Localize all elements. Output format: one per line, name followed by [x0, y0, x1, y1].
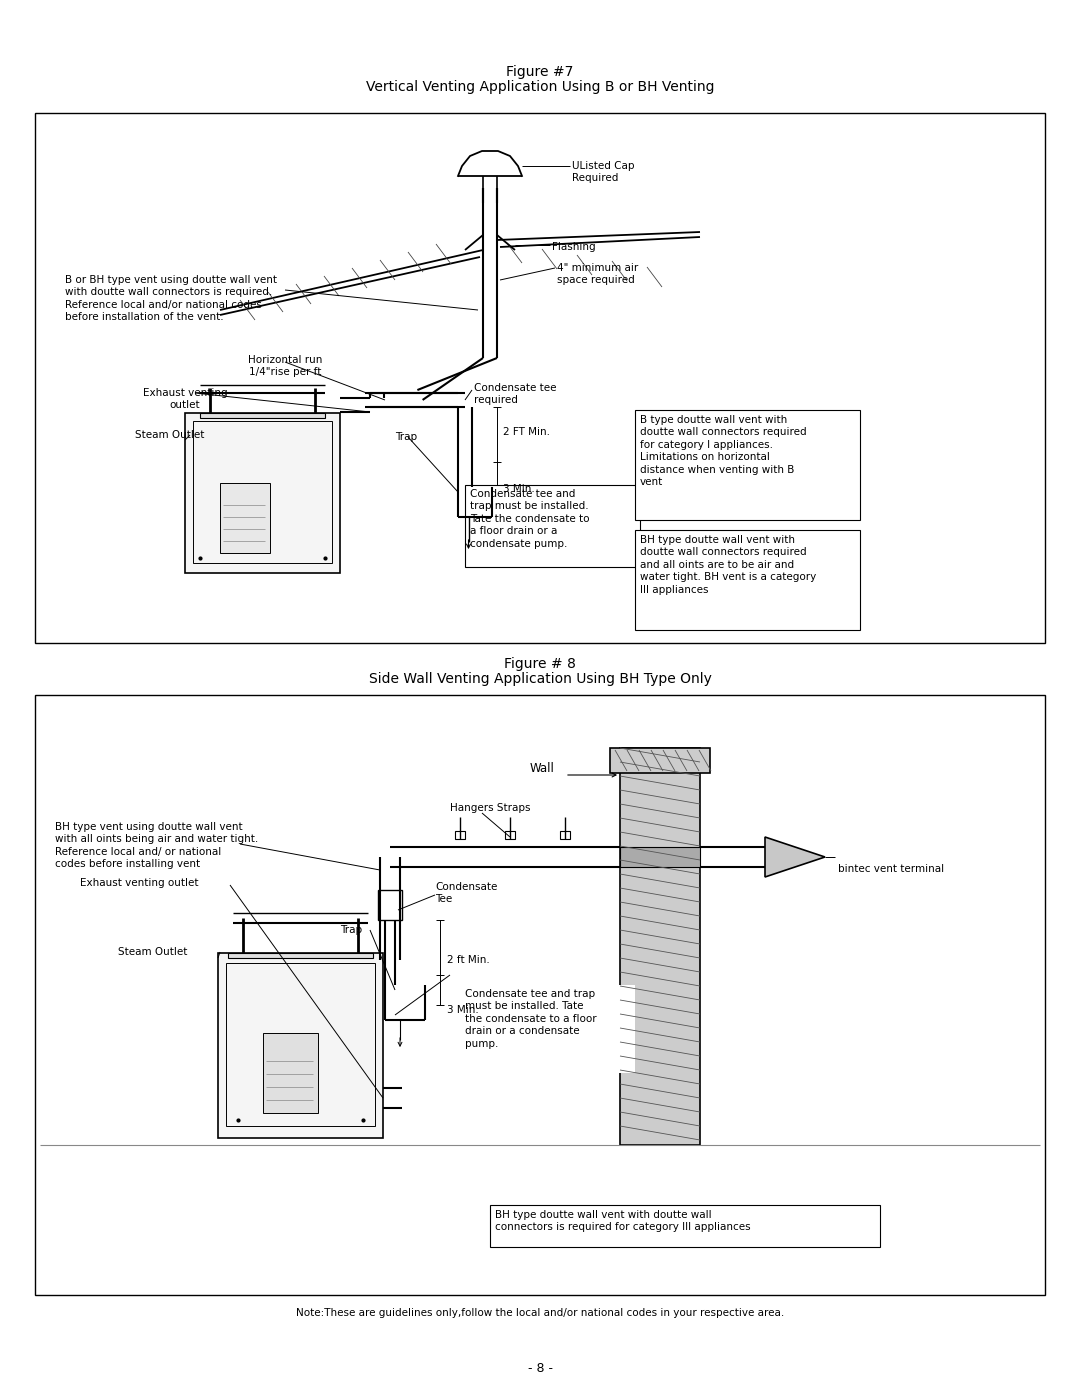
Text: UListed Cap
Required: UListed Cap Required [572, 161, 635, 183]
Bar [460, 985, 635, 1073]
Text: Condensate
Tee: Condensate Tee [435, 882, 498, 904]
Bar [490, 1206, 880, 1248]
Text: BH type doutte wall vent with
doutte wall connectors required
and all oints are : BH type doutte wall vent with doutte wal… [640, 535, 816, 595]
Bar [455, 831, 465, 840]
Text: B or BH type vent using doutte wall vent
with doutte wall connectors is required: B or BH type vent using doutte wall vent… [65, 275, 276, 323]
Bar [620, 847, 700, 868]
Bar [561, 831, 570, 840]
Text: Condensate tee
required: Condensate tee required [474, 383, 556, 405]
Text: 3 Min.: 3 Min. [447, 1004, 478, 1016]
Text: Exhaust venting outlet: Exhaust venting outlet [80, 877, 199, 888]
Text: Figure #7: Figure #7 [507, 66, 573, 80]
Bar [35, 694, 1045, 1295]
Text: Flashing: Flashing [552, 242, 596, 251]
Bar [620, 747, 700, 1146]
Text: Condensate tee and trap
must be installed. Tate
the condensate to a floor
drain : Condensate tee and trap must be installe… [465, 989, 596, 1049]
Text: 2 ft Min.: 2 ft Min. [447, 956, 489, 965]
Bar [378, 890, 402, 921]
Text: 3 Min.: 3 Min. [503, 483, 535, 495]
Bar [200, 414, 325, 418]
Text: Wall: Wall [530, 761, 555, 775]
Text: Exhaust venting
outlet: Exhaust venting outlet [143, 388, 227, 411]
Text: Trap: Trap [340, 925, 362, 935]
Bar [465, 485, 640, 567]
Bar [505, 831, 515, 840]
Text: Condensate tee and
trap must be installed.
Tate the condensate to
a floor drain : Condensate tee and trap must be installe… [470, 489, 590, 549]
Text: Side Wall Venting Application Using BH Type Only: Side Wall Venting Application Using BH T… [368, 672, 712, 686]
Bar [220, 483, 270, 553]
Text: BH type vent using doutte wall vent
with all oints being air and water tight.
Re: BH type vent using doutte wall vent with… [55, 821, 258, 869]
Bar [228, 953, 373, 958]
Bar [185, 414, 340, 573]
Bar [635, 409, 860, 520]
Text: Figure # 8: Figure # 8 [504, 657, 576, 671]
Text: BH type doutte wall vent with doutte wall
connectors is required for category II: BH type doutte wall vent with doutte wal… [495, 1210, 751, 1232]
Bar [610, 747, 710, 773]
Text: Trap: Trap [395, 432, 417, 441]
Bar [218, 953, 383, 1139]
Text: Hangers Straps: Hangers Straps [450, 803, 530, 813]
Text: 2 FT Min.: 2 FT Min. [503, 427, 550, 437]
Text: Horizontal run
1/4"rise per ft: Horizontal run 1/4"rise per ft [247, 355, 322, 377]
Text: Vertical Venting Application Using B or BH Venting: Vertical Venting Application Using B or … [366, 80, 714, 94]
Text: Note:These are guidelines only,follow the local and/or national codes in your re: Note:These are guidelines only,follow th… [296, 1308, 784, 1317]
Polygon shape [765, 837, 825, 877]
Bar [264, 1032, 318, 1113]
Bar [193, 420, 332, 563]
Bar [226, 963, 375, 1126]
Bar [35, 113, 1045, 643]
Text: Steam Outlet: Steam Outlet [118, 947, 187, 957]
Text: Steam Outlet: Steam Outlet [135, 430, 204, 440]
Text: B type doutte wall vent with
doutte wall connectors required
for category I appl: B type doutte wall vent with doutte wall… [640, 415, 807, 488]
Bar [635, 529, 860, 630]
Text: - 8 -: - 8 - [527, 1362, 553, 1375]
Text: bintec vent terminal: bintec vent terminal [838, 863, 944, 875]
Text: 4" minimum air
space required: 4" minimum air space required [557, 263, 638, 285]
